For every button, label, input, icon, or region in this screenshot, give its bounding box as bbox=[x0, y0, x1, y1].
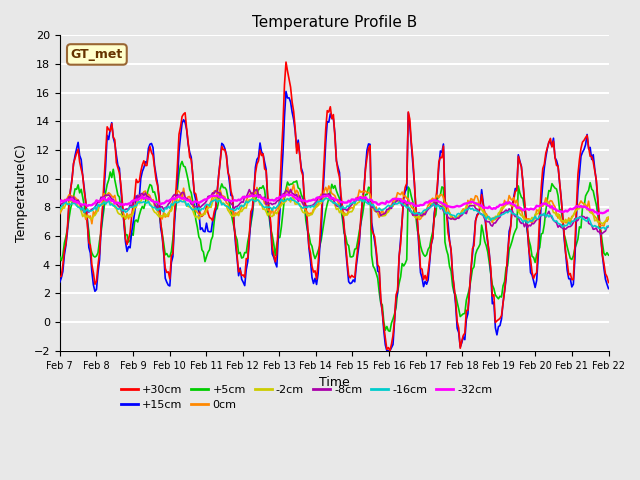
X-axis label: Time: Time bbox=[319, 376, 349, 389]
Text: GT_met: GT_met bbox=[71, 48, 123, 61]
Title: Temperature Profile B: Temperature Profile B bbox=[252, 15, 417, 30]
Y-axis label: Temperature(C): Temperature(C) bbox=[15, 144, 28, 242]
Legend: +30cm, +15cm, +5cm, 0cm, -2cm, -8cm, -16cm, -32cm: +30cm, +15cm, +5cm, 0cm, -2cm, -8cm, -16… bbox=[116, 380, 497, 415]
